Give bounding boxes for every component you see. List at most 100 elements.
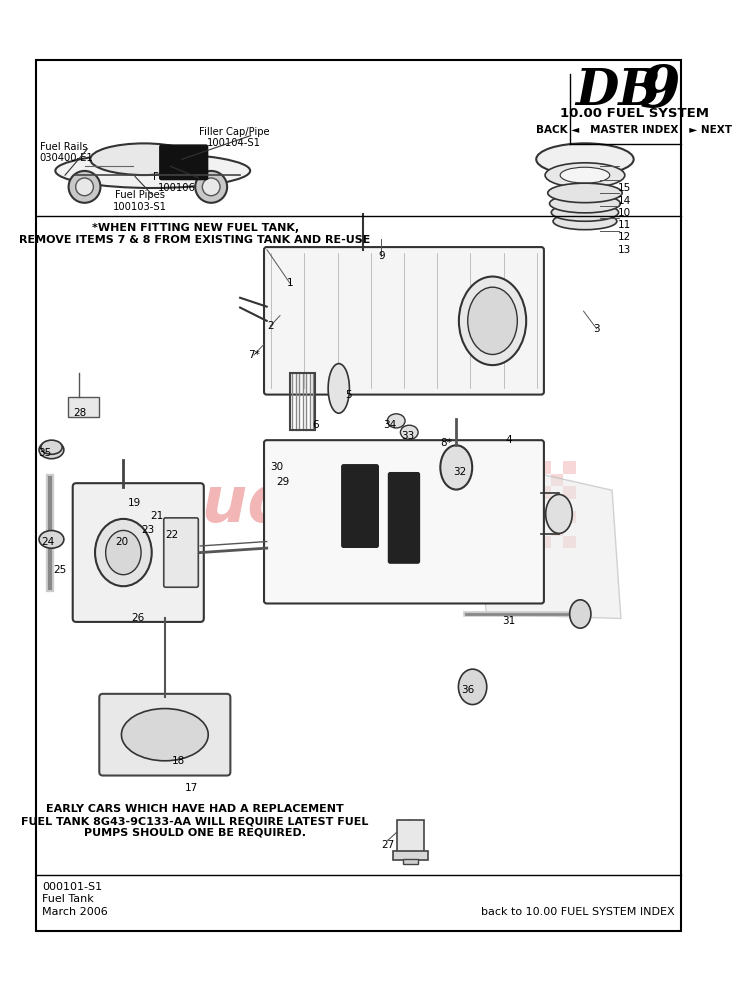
Text: BACK ◄   MASTER INDEX   ► NEXT: BACK ◄ MASTER INDEX ► NEXT (537, 126, 733, 136)
Text: 7*: 7* (248, 350, 259, 360)
Ellipse shape (553, 213, 617, 230)
Bar (563, 536, 576, 548)
Text: 33: 33 (402, 431, 415, 441)
Bar (489, 536, 501, 548)
Text: 27: 27 (381, 839, 394, 850)
Ellipse shape (458, 669, 486, 705)
Text: 6: 6 (312, 420, 319, 430)
Bar (501, 474, 514, 487)
Polygon shape (472, 459, 621, 618)
Text: 19: 19 (128, 497, 141, 507)
Bar (551, 498, 563, 511)
Bar (501, 498, 514, 511)
Text: 25: 25 (53, 565, 66, 575)
Text: 15: 15 (618, 183, 632, 193)
Ellipse shape (91, 144, 198, 175)
Bar (551, 474, 563, 487)
Text: 29: 29 (276, 478, 290, 488)
Text: 28: 28 (73, 408, 86, 418)
Bar (489, 511, 501, 523)
Text: March 2006: March 2006 (42, 907, 108, 917)
Bar (526, 523, 539, 536)
Bar (514, 511, 526, 523)
Bar (501, 523, 514, 536)
Text: 30: 30 (270, 463, 283, 473)
Bar (514, 536, 526, 548)
Text: EARLY CARS WHICH HAVE HAD A REPLACEMENT
FUEL TANK 8G43-9C133-AA WILL REQUIRE LAT: EARLY CARS WHICH HAVE HAD A REPLACEMENT … (21, 805, 368, 837)
Text: 000101-S1: 000101-S1 (42, 882, 102, 892)
FancyBboxPatch shape (164, 518, 198, 588)
Ellipse shape (122, 709, 209, 761)
Ellipse shape (545, 495, 572, 533)
FancyBboxPatch shape (264, 440, 544, 604)
Bar (489, 462, 501, 474)
Ellipse shape (560, 167, 609, 183)
Text: 24: 24 (42, 537, 55, 547)
Bar (514, 487, 526, 498)
Text: parts: parts (276, 509, 441, 564)
Bar (393, 851, 428, 860)
Text: *WHEN FITTING NEW FUEL TANK,
REMOVE ITEMS 7 & 8 FROM EXISTING TANK AND RE-USE: *WHEN FITTING NEW FUEL TANK, REMOVE ITEM… (19, 223, 371, 245)
Ellipse shape (468, 287, 517, 355)
Bar (551, 523, 563, 536)
Ellipse shape (551, 203, 618, 221)
Text: 5: 5 (345, 389, 352, 399)
Ellipse shape (550, 194, 621, 213)
Text: 9: 9 (640, 63, 680, 120)
Text: back to 10.00 FUEL SYSTEM INDEX: back to 10.00 FUEL SYSTEM INDEX (481, 907, 675, 917)
Ellipse shape (545, 163, 625, 187)
Text: 13: 13 (618, 245, 632, 255)
Ellipse shape (548, 183, 622, 203)
Bar (539, 511, 551, 523)
Bar (539, 487, 551, 498)
FancyBboxPatch shape (99, 694, 231, 776)
Text: 12: 12 (618, 233, 632, 243)
Bar (563, 462, 576, 474)
Text: 32: 32 (453, 467, 467, 477)
Text: 8*: 8* (441, 438, 453, 448)
Text: 10: 10 (618, 208, 632, 218)
Bar (563, 487, 576, 498)
Text: Fuel Rails
030400-E1: Fuel Rails 030400-E1 (40, 142, 94, 164)
Text: Fuel Modules
100106-D1: Fuel Modules 100106-D1 (153, 171, 218, 193)
Bar (397, 820, 424, 855)
Circle shape (195, 170, 227, 203)
Text: 11: 11 (618, 220, 632, 230)
Bar (489, 487, 501, 498)
Text: 10.00 FUEL SYSTEM: 10.00 FUEL SYSTEM (559, 107, 709, 120)
Text: 14: 14 (618, 195, 632, 205)
Ellipse shape (400, 425, 418, 439)
Text: 34: 34 (383, 420, 397, 430)
Bar (563, 511, 576, 523)
Text: 22: 22 (166, 530, 179, 540)
Text: 35: 35 (38, 448, 52, 459)
Ellipse shape (39, 530, 64, 548)
Text: 17: 17 (185, 783, 198, 793)
FancyBboxPatch shape (264, 247, 544, 394)
Ellipse shape (328, 364, 349, 413)
FancyBboxPatch shape (160, 145, 208, 179)
Ellipse shape (39, 441, 64, 459)
Ellipse shape (459, 276, 526, 365)
Bar (514, 462, 526, 474)
Bar (539, 462, 551, 474)
Ellipse shape (537, 144, 634, 175)
Circle shape (69, 170, 100, 203)
Bar (68, 397, 99, 416)
Text: Fuel Tank: Fuel Tank (42, 894, 94, 904)
Ellipse shape (55, 154, 250, 188)
Circle shape (203, 178, 220, 195)
Text: 4: 4 (505, 435, 511, 445)
Text: 1: 1 (287, 278, 293, 288)
Bar (539, 536, 551, 548)
Text: 23: 23 (142, 524, 155, 535)
Text: scuderia: scuderia (127, 474, 433, 535)
Text: DB: DB (575, 67, 661, 116)
Text: 3: 3 (593, 324, 600, 334)
Text: 2: 2 (267, 321, 273, 331)
Ellipse shape (440, 445, 472, 490)
Text: 18: 18 (172, 755, 186, 766)
FancyBboxPatch shape (388, 473, 419, 563)
Text: Filler Cap/Pipe
100104-S1: Filler Cap/Pipe 100104-S1 (199, 127, 270, 149)
Text: 36: 36 (461, 686, 475, 696)
